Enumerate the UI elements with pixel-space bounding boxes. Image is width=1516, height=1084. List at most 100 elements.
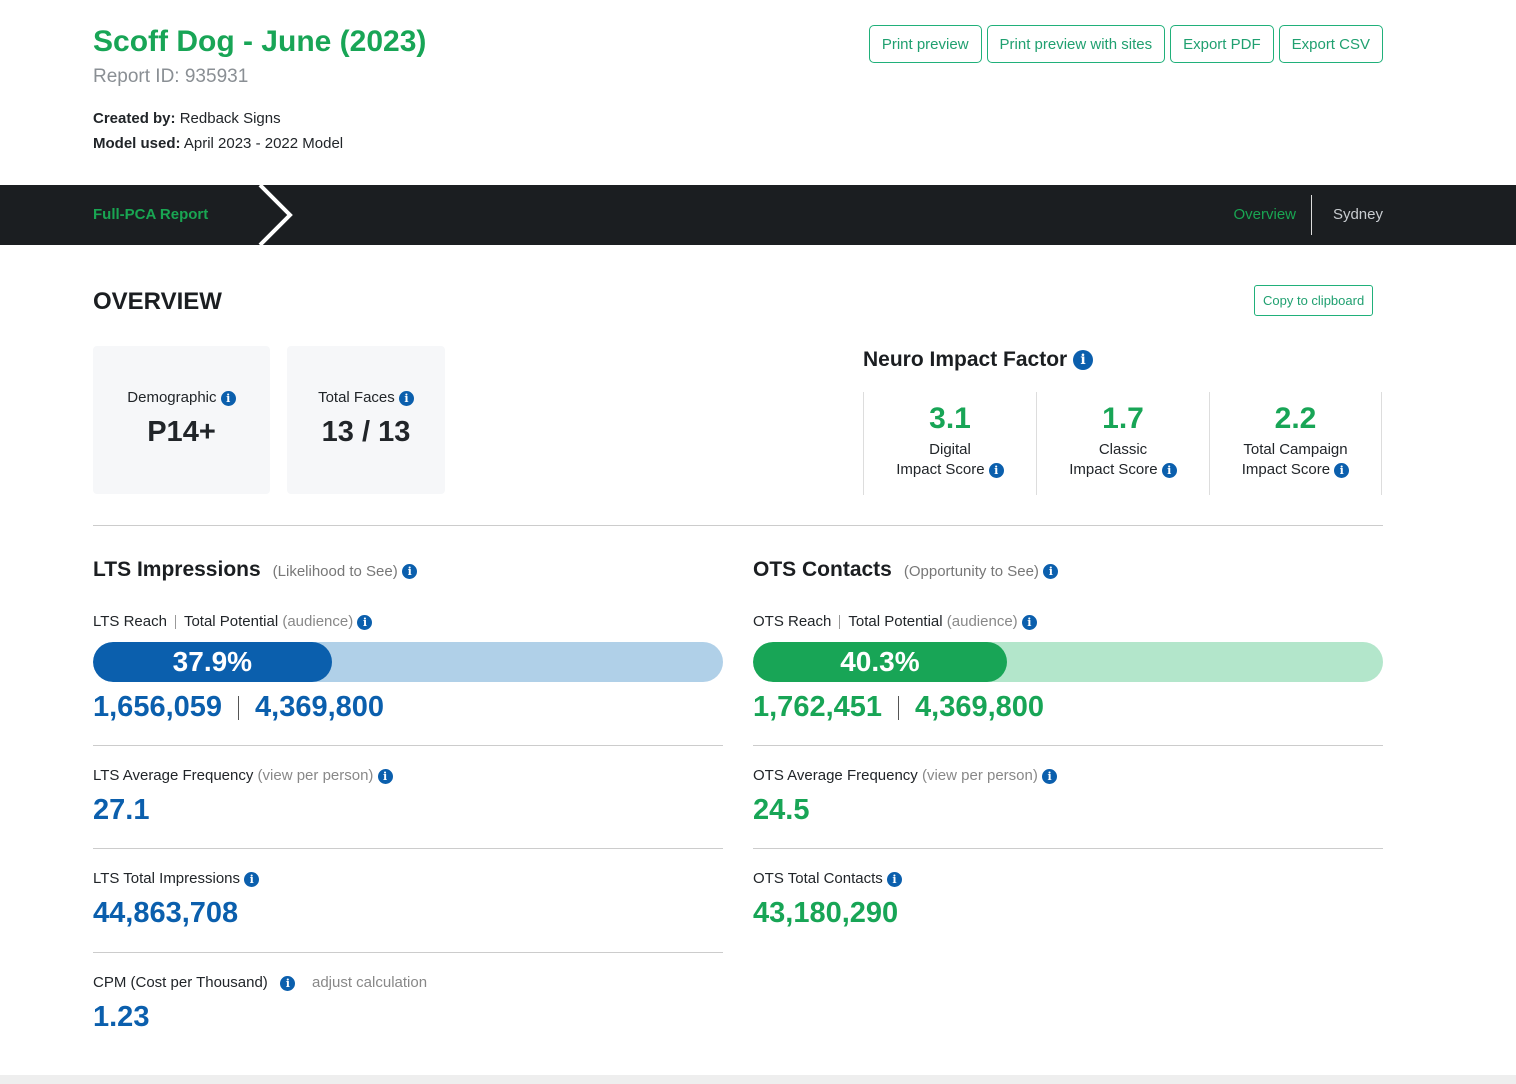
neuro-impact-heading: Neuro Impact Factor i xyxy=(863,346,1094,374)
info-icon[interactable]: i xyxy=(886,871,902,887)
ots-total-label: OTS Total Contacts i xyxy=(753,869,1383,889)
label-divider xyxy=(839,615,841,630)
info-icon[interactable]: i xyxy=(398,390,414,406)
report-id: Report ID: 935931 xyxy=(93,66,249,87)
info-icon[interactable]: i xyxy=(1073,350,1094,371)
reach-label: OTS Reach xyxy=(753,613,832,630)
created-by: Created by: Redback Signs xyxy=(93,109,281,129)
info-icon[interactable]: i xyxy=(280,975,296,991)
label-divider xyxy=(174,615,176,630)
classic-impact-score: 1.7 Classic Impact Score i xyxy=(1036,392,1209,495)
score-label: Classic xyxy=(1098,441,1148,458)
lts-potential-value: 4,369,800 xyxy=(255,691,385,723)
info-icon[interactable]: i xyxy=(220,390,236,406)
divider xyxy=(93,848,723,849)
audience-label: (audience) xyxy=(282,613,354,630)
ots-reach-label: OTS Reach Total Potential (audience) i xyxy=(753,612,1383,632)
ots-reach-value: 1,762,451 xyxy=(753,691,883,723)
info-icon[interactable]: i xyxy=(1161,462,1177,478)
lts-reach-values: 1,656,059 4,369,800 xyxy=(93,689,723,725)
score-sublabel: Impact Score xyxy=(896,461,985,478)
ots-reach-progress: 40.3% xyxy=(753,642,1383,682)
score-label: Digital xyxy=(929,441,971,458)
neuro-impact-title: Neuro Impact Factor xyxy=(863,348,1068,371)
freq-label: OTS Average Frequency xyxy=(753,767,918,784)
info-icon[interactable]: i xyxy=(377,768,393,784)
ots-reach-values: 1,762,451 4,369,800 xyxy=(753,689,1383,725)
total-faces-value: 13 / 13 xyxy=(321,416,411,448)
breadcrumb-full-pca[interactable]: Full-PCA Report xyxy=(93,206,209,223)
model-value: April 2023 - 2022 Model xyxy=(183,135,344,152)
freq-label: LTS Average Frequency xyxy=(93,767,254,784)
divider xyxy=(753,745,1383,746)
adjust-calculation-link[interactable]: adjust calculation xyxy=(311,974,428,991)
ots-frequency-value: 24.5 xyxy=(753,794,810,826)
score-value: 3.1 xyxy=(929,402,971,435)
print-preview-sites-button[interactable]: Print preview with sites xyxy=(986,25,1166,63)
info-icon[interactable]: i xyxy=(357,614,373,630)
lts-heading: LTS Impressions (Likelihood to See) i xyxy=(93,556,723,584)
divider xyxy=(93,525,1383,526)
chevron-right-icon xyxy=(258,185,293,245)
lts-reach-label: LTS Reach Total Potential (audience) i xyxy=(93,612,723,632)
cpm-label-text: CPM (Cost per Thousand) xyxy=(93,974,268,991)
ots-potential-value: 4,369,800 xyxy=(915,691,1045,723)
created-by-value: Redback Signs xyxy=(179,110,281,127)
info-icon[interactable]: i xyxy=(1043,564,1059,580)
toolbar: Print preview Print preview with sites E… xyxy=(852,25,1383,63)
copy-to-clipboard-button[interactable]: Copy to clipboard xyxy=(1254,285,1374,316)
total-faces-label: Total Faces xyxy=(318,389,395,406)
demographic-label: Demographic xyxy=(127,389,217,406)
reach-label: LTS Reach xyxy=(93,613,167,630)
tab-overview[interactable]: Overview xyxy=(1233,206,1296,223)
lts-total-label: LTS Total Impressions i xyxy=(93,869,723,889)
score-label: Total Campaign xyxy=(1243,441,1348,458)
lts-frequency-label: LTS Average Frequency (view per person) … xyxy=(93,766,723,786)
divider xyxy=(93,745,723,746)
lts-subtitle: (Likelihood to See) xyxy=(272,563,398,580)
cpm-value: 1.23 xyxy=(93,1001,150,1033)
info-icon[interactable]: i xyxy=(244,871,260,887)
potential-label: Total Potential xyxy=(848,613,943,630)
info-icon[interactable]: i xyxy=(1334,462,1350,478)
footer-strip xyxy=(0,1075,1516,1084)
value-divider xyxy=(898,696,900,721)
lts-frequency-value: 27.1 xyxy=(93,794,150,826)
info-icon[interactable]: i xyxy=(988,462,1004,478)
ots-total-value: 43,180,290 xyxy=(753,897,899,929)
cpm-label: CPM (Cost per Thousand) i adjust calcula… xyxy=(93,973,723,993)
lts-reach-fill: 37.9% xyxy=(93,642,332,682)
demographic-value: P14+ xyxy=(147,416,216,448)
export-pdf-button[interactable]: Export PDF xyxy=(1170,25,1274,63)
score-value: 2.2 xyxy=(1274,402,1317,435)
info-icon[interactable]: i xyxy=(402,564,418,580)
lts-total-value: 44,863,708 xyxy=(93,897,239,929)
model-used: Model used: April 2023 - 2022 Model xyxy=(93,134,343,154)
created-by-label: Created by: xyxy=(93,110,176,127)
divider xyxy=(753,848,1383,849)
export-csv-button[interactable]: Export CSV xyxy=(1278,25,1383,63)
lts-title: LTS Impressions xyxy=(93,558,261,581)
info-icon[interactable]: i xyxy=(1021,614,1037,630)
potential-label: Total Potential xyxy=(183,613,279,630)
total-label: LTS Total Impressions xyxy=(93,870,241,887)
model-label: Model used: xyxy=(93,135,181,152)
print-preview-button[interactable]: Print preview xyxy=(868,25,982,63)
score-sublabel: Impact Score xyxy=(1241,461,1331,478)
total-faces-card: Total Faces i 13 / 13 xyxy=(287,346,445,494)
total-campaign-impact-score: 2.2 Total Campaign Impact Score i xyxy=(1209,392,1382,495)
nav-bar: Full-PCA Report Overview Sydney xyxy=(0,185,1516,245)
total-label: OTS Total Contacts xyxy=(753,870,883,887)
score-value: 1.7 xyxy=(1102,402,1144,435)
tab-sydney[interactable]: Sydney xyxy=(1332,206,1383,223)
score-sublabel: Impact Score xyxy=(1069,461,1158,478)
divider xyxy=(93,952,723,953)
overview-heading: OVERVIEW xyxy=(93,288,222,315)
nav-divider xyxy=(1311,195,1312,235)
value-divider xyxy=(238,696,240,721)
lts-reach-progress: 37.9% xyxy=(93,642,723,682)
info-icon[interactable]: i xyxy=(1042,768,1058,784)
ots-frequency-label: OTS Average Frequency (view per person) … xyxy=(753,766,1383,786)
lts-reach-value: 1,656,059 xyxy=(93,691,223,723)
ots-reach-fill: 40.3% xyxy=(753,642,1007,682)
